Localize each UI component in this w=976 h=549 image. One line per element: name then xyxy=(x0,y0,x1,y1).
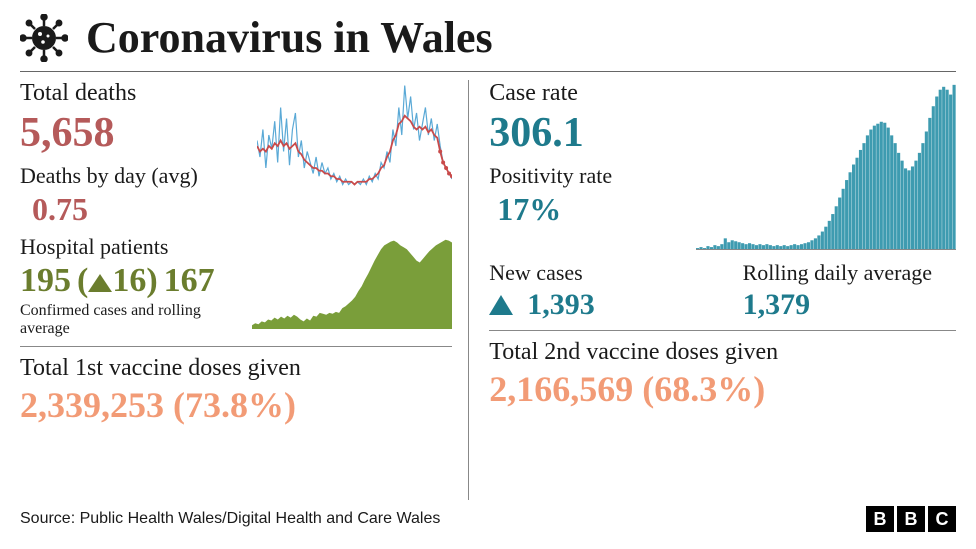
total-deaths-label: Total deaths xyxy=(20,80,257,107)
arrow-up-icon xyxy=(88,274,112,292)
new-cases-value: 1,393 xyxy=(489,288,702,322)
case-rate-value: 306.1 xyxy=(489,109,696,157)
vaccine-second-block: Total 2nd vaccine doses given 2,166,569 … xyxy=(489,339,956,410)
hospital-label: Hospital patients xyxy=(20,234,252,260)
bbc-letter: B xyxy=(866,506,894,532)
left-column: Total deaths 5,658 Deaths by day (avg) 0… xyxy=(20,80,469,500)
footer: Source: Public Health Wales/Digital Heal… xyxy=(20,506,956,532)
hospital-value: 195 (16) 167 xyxy=(20,262,252,300)
virus-icon xyxy=(20,14,68,62)
positivity-label: Positivity rate xyxy=(489,163,696,189)
divider xyxy=(20,346,452,347)
positivity-value: 17% xyxy=(497,191,696,228)
vaccine-first-block: Total 1st vaccine doses given 2,339,253 … xyxy=(20,355,452,426)
main-content: Total deaths 5,658 Deaths by day (avg) 0… xyxy=(20,80,956,500)
cases-block: Case rate 306.1 Positivity rate 17% xyxy=(489,80,956,250)
deaths-chart xyxy=(257,80,452,190)
hospital-caption: Confirmed cases and rolling average xyxy=(20,302,252,338)
hospital-secondary: 167 xyxy=(164,262,215,300)
hospital-main: 195 xyxy=(20,262,71,300)
page-title: Coronavirus in Wales xyxy=(86,12,493,63)
vaccine-first-value: 2,339,253 (73.8%) xyxy=(20,384,452,426)
bbc-letter: C xyxy=(928,506,956,532)
deaths-avg-label: Deaths by day (avg) xyxy=(20,163,257,189)
source-text: Source: Public Health Wales/Digital Heal… xyxy=(20,510,440,528)
new-cases-row: New cases 1,393 Rolling daily average 1,… xyxy=(489,260,956,322)
arrow-up-icon xyxy=(489,295,513,315)
deaths-block: Total deaths 5,658 Deaths by day (avg) 0… xyxy=(20,80,452,228)
hospital-chart xyxy=(252,234,452,329)
header: Coronavirus in Wales xyxy=(20,12,956,72)
hospital-block: Hospital patients 195 (16) 167 Confirmed… xyxy=(20,234,452,338)
vaccine-second-value: 2,166,569 (68.3%) xyxy=(489,368,956,410)
bbc-letter: B xyxy=(897,506,925,532)
total-deaths-value: 5,658 xyxy=(20,109,257,157)
new-cases-label: New cases xyxy=(489,260,702,286)
hospital-delta: 16 xyxy=(112,262,146,299)
vaccine-second-label: Total 2nd vaccine doses given xyxy=(489,339,956,366)
right-column: Case rate 306.1 Positivity rate 17% New … xyxy=(469,80,956,500)
deaths-avg-value: 0.75 xyxy=(32,191,257,228)
cases-chart xyxy=(696,80,956,250)
rolling-avg-label: Rolling daily average xyxy=(743,260,956,286)
rolling-avg-value: 1,379 xyxy=(743,288,956,322)
bbc-logo: B B C xyxy=(866,506,956,532)
vaccine-first-label: Total 1st vaccine doses given xyxy=(20,355,452,382)
hospital-delta-group: (16) xyxy=(77,262,158,300)
divider xyxy=(489,330,956,331)
case-rate-label: Case rate xyxy=(489,80,696,107)
